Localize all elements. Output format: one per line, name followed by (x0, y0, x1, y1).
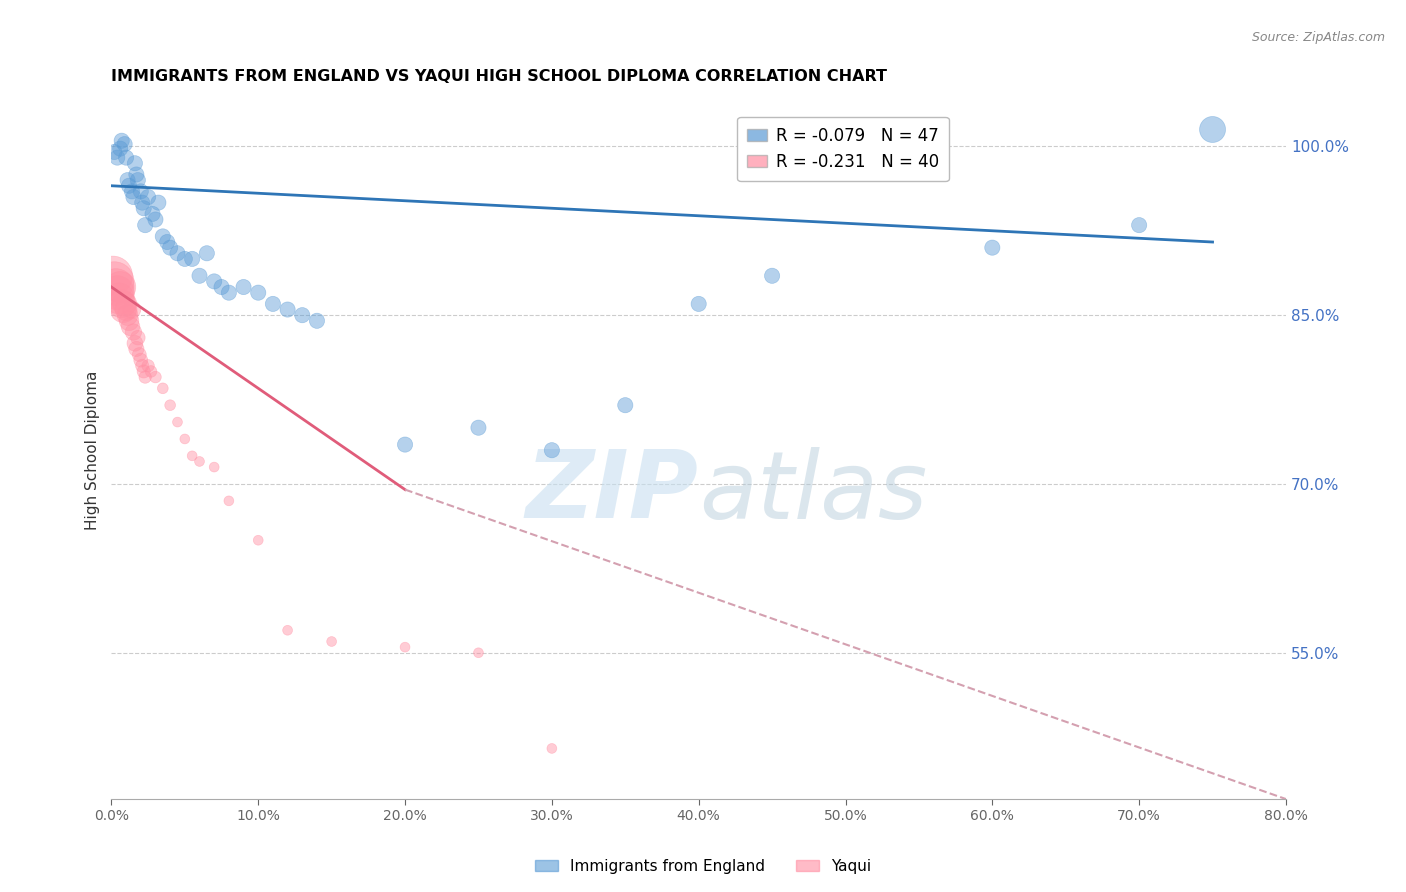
Point (202, 460, 225, 475)
Point (103, 274, 125, 288)
Text: Source: ZipAtlas.com: Source: ZipAtlas.com (1251, 31, 1385, 45)
Y-axis label: High School Diploma: High School Diploma (86, 370, 100, 530)
Point (124, 156, 146, 170)
Point (105, 151, 128, 165)
Point (104, 280, 127, 294)
Point (614, 398, 637, 412)
Point (152, 229, 174, 244)
Point (132, 364, 155, 378)
Point (110, 142, 132, 156)
Point (277, 302, 299, 317)
Point (139, 364, 162, 378)
Point (118, 314, 141, 328)
Point (688, 297, 710, 311)
Point (181, 449, 204, 463)
Point (136, 190, 159, 204)
Point (107, 291, 129, 305)
Point (127, 331, 149, 345)
Text: IMMIGRANTS FROM ENGLAND VS YAQUI HIGH SCHOOL DIPLOMA CORRELATION CHART: IMMIGRANTS FROM ENGLAND VS YAQUI HIGH SC… (111, 69, 887, 84)
Point (141, 207, 163, 221)
Legend: Immigrants from England, Yaqui: Immigrants from England, Yaqui (529, 853, 877, 880)
Point (152, 381, 174, 395)
Point (101, 268, 124, 283)
Point (145, 212, 167, 227)
Point (121, 185, 143, 199)
Point (277, 624, 299, 638)
Point (159, 241, 181, 255)
Point (127, 173, 149, 187)
Point (103, 145, 125, 159)
Point (156, 235, 179, 249)
Point (114, 297, 136, 311)
Point (134, 370, 156, 384)
Point (105, 285, 128, 300)
Point (121, 302, 143, 317)
Point (195, 246, 218, 260)
Point (111, 297, 134, 311)
Text: ZIP: ZIP (526, 446, 699, 538)
Point (541, 741, 564, 756)
Point (112, 302, 135, 317)
Point (131, 195, 153, 210)
Point (467, 646, 489, 660)
Point (218, 493, 240, 508)
Legend: R = -0.079   N = 47, R = -0.231   N = 40: R = -0.079 N = 47, R = -0.231 N = 40 (737, 117, 949, 181)
Point (1201, 122, 1223, 136)
Point (120, 319, 142, 334)
Point (321, 634, 343, 648)
Point (124, 336, 146, 351)
Point (394, 640, 416, 654)
Point (110, 280, 132, 294)
Point (218, 285, 240, 300)
Point (262, 297, 284, 311)
Point (181, 252, 204, 266)
Text: atlas: atlas (699, 447, 927, 538)
Point (981, 241, 1004, 255)
Point (134, 218, 156, 232)
Point (129, 353, 152, 368)
Point (761, 268, 783, 283)
Point (394, 437, 416, 451)
Point (132, 201, 155, 215)
Point (467, 420, 489, 434)
Point (291, 308, 314, 322)
Point (159, 398, 181, 412)
Point (188, 454, 211, 468)
Point (125, 168, 148, 182)
Point (131, 359, 153, 373)
Point (122, 190, 145, 204)
Point (118, 178, 141, 193)
Point (1128, 218, 1150, 232)
Point (125, 342, 148, 356)
Point (117, 308, 139, 322)
Point (173, 252, 195, 266)
Point (247, 285, 270, 300)
Point (117, 173, 139, 187)
Point (305, 314, 328, 328)
Point (129, 185, 152, 199)
Point (136, 359, 159, 373)
Point (115, 302, 138, 317)
Point (148, 195, 170, 210)
Point (173, 432, 195, 446)
Point (166, 415, 188, 429)
Point (128, 347, 150, 361)
Point (114, 137, 136, 152)
Point (115, 151, 138, 165)
Point (188, 268, 211, 283)
Point (202, 274, 225, 288)
Point (232, 280, 254, 294)
Point (541, 443, 564, 458)
Point (247, 533, 270, 548)
Point (211, 280, 233, 294)
Point (111, 134, 134, 148)
Point (166, 246, 188, 260)
Point (122, 325, 145, 339)
Point (145, 370, 167, 384)
